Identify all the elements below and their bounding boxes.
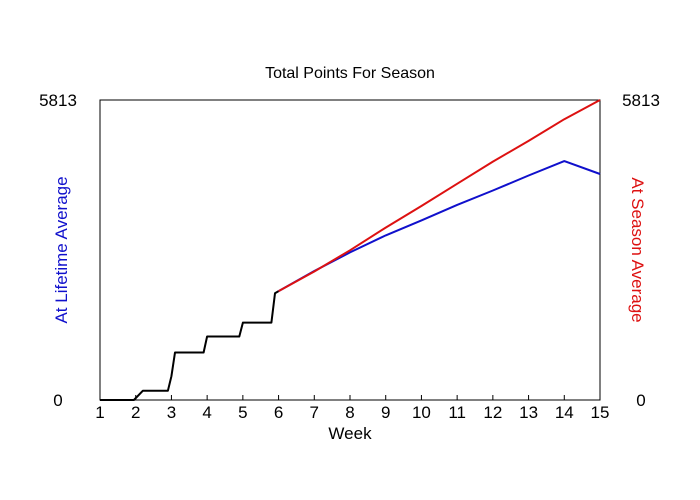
x-tick-label-15: 15 bbox=[591, 403, 610, 422]
y-right-axis-label: At Season Average bbox=[628, 177, 647, 322]
x-axis-ticks: 1 2 3 4 5 6 7 8 9 10 11 12 13 14 15 bbox=[95, 395, 609, 422]
x-tick-label-4: 4 bbox=[202, 403, 211, 422]
x-tick-label-7: 7 bbox=[310, 403, 319, 422]
x-tick-label-10: 10 bbox=[412, 403, 431, 422]
x-tick-label-5: 5 bbox=[238, 403, 247, 422]
series-line-season bbox=[278, 99, 601, 292]
y-left-max-label: 5813 bbox=[39, 91, 77, 110]
y-left-axis-label: At Lifetime Average bbox=[52, 176, 71, 323]
x-tick-label-8: 8 bbox=[345, 403, 354, 422]
x-tick-label-14: 14 bbox=[555, 403, 574, 422]
x-tick-label-6: 6 bbox=[274, 403, 283, 422]
chart-title: Total Points For Season bbox=[265, 65, 435, 82]
series-line-lifetime bbox=[278, 160, 601, 292]
x-tick-label-1: 1 bbox=[95, 403, 104, 422]
x-axis-label: Week bbox=[328, 424, 372, 443]
series-layer bbox=[100, 99, 601, 401]
x-tick-label-12: 12 bbox=[483, 403, 502, 422]
y-right-min-label: 0 bbox=[636, 391, 645, 410]
x-tick-label-9: 9 bbox=[381, 403, 390, 422]
series-line-actual bbox=[100, 290, 280, 401]
x-tick-label-11: 11 bbox=[448, 403, 466, 422]
x-tick-label-3: 3 bbox=[167, 403, 176, 422]
y-right-max-label: 5813 bbox=[622, 91, 660, 110]
y-left-min-label: 0 bbox=[53, 391, 62, 410]
x-tick-label-2: 2 bbox=[131, 403, 140, 422]
x-tick-label-13: 13 bbox=[519, 403, 538, 422]
